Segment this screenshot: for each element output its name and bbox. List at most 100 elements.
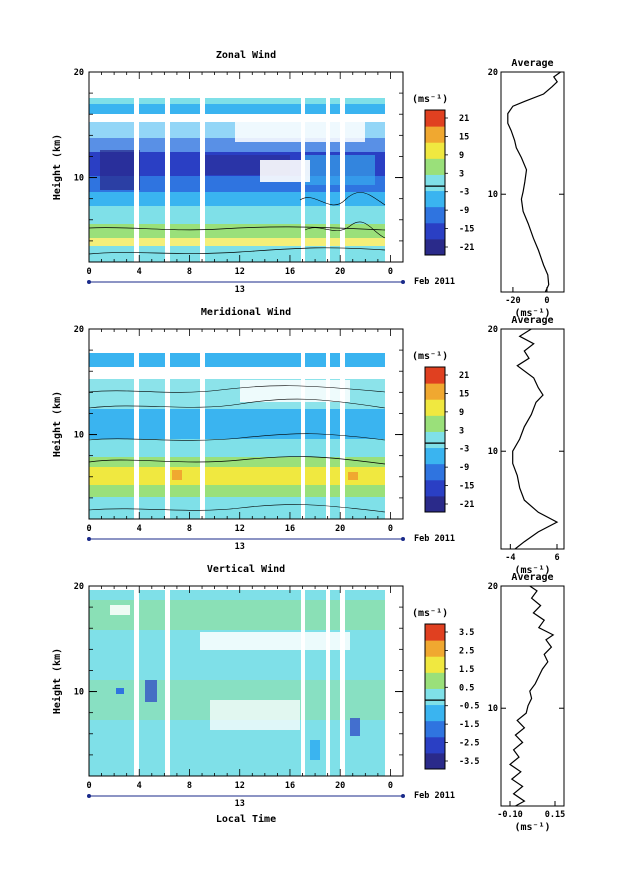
date-day: 13 [235,285,245,295]
date-label: Feb 2011 [414,534,455,544]
x-tick-label: 8 [187,524,192,534]
colorbar-tick-label: -15 [459,225,474,235]
colorbar-segment [425,174,445,192]
date-bar-end [401,537,405,541]
colorbar-segment [425,431,445,449]
x-tick-label: 12 [235,781,245,791]
x-tick-label: 4 [137,781,142,791]
average-x-tick-label: -0.10 [497,810,523,820]
colorbar-segment [425,190,445,208]
colorbar-tick-label: 3 [459,426,464,436]
colorbar-segment [425,447,445,465]
average-x-tick-label: 0 [544,296,549,306]
date-bar-end [401,794,405,798]
y-tick-label: 20 [74,582,84,592]
y-axis-label: Height (km) [51,648,63,714]
colorbar-unit: (ms⁻¹) [412,608,448,619]
date-bar-end [401,280,405,284]
plot-frame-vertical [88,585,404,777]
colorbar-tick-label: 3 [459,169,464,179]
average-unit: (ms⁻¹) [514,822,550,833]
colorbar-tick-label: -3 [459,188,469,198]
average-line [508,585,555,807]
colorbar-tick-label: -3.5 [459,757,479,767]
x-tick-label: 12 [235,267,245,277]
x-tick-label: 4 [137,524,142,534]
colorbar-segment [425,672,445,689]
x-tick-label: 16 [285,524,295,534]
colorbar-segment [425,688,445,706]
average-unit: (ms⁻¹) [514,308,550,319]
y-axis-label: Height (km) [51,134,63,200]
zonal-field [89,72,403,262]
average-x-tick-label: -4 [505,553,515,563]
average-line [512,328,559,550]
average-title: Average [511,315,553,326]
panel-zonal-wind: Zonal Wind [51,49,565,319]
average-y-tick-label: 20 [488,582,498,592]
colorbar-unit: (ms⁻¹) [412,94,448,105]
colorbar-tick-label: 15 [459,389,469,399]
colorbar-segment [425,206,445,224]
average-y-tick-label: 10 [488,704,498,714]
x-tick-label: 0 [388,267,393,277]
x-tick-label: 16 [285,267,295,277]
colorbar-tick-label: 9 [459,151,464,161]
average-y-tick-label: 20 [488,68,498,78]
x-tick-label: 8 [187,781,192,791]
x-tick-label: 0 [86,267,91,277]
colorbar-tick-label: -9 [459,463,469,473]
average-profile: Average 20 10 -20 0 (ms⁻¹) [488,58,565,319]
y-tick-label: 10 [74,688,84,698]
date-label: Feb 2011 [414,277,455,287]
date-bar-start [87,280,91,284]
x-tick-label: 20 [335,781,345,791]
colorbar-segment [425,142,445,159]
meridional-field [89,329,403,519]
colorbar-tick-label: 15 [459,132,469,142]
x-tick-label: 4 [137,267,142,277]
colorbar-segment [425,624,445,641]
date-bar-start [87,537,91,541]
average-unit: (ms⁻¹) [514,565,550,576]
colorbar-tick-label: -15 [459,482,474,492]
average-y-tick-label: 10 [488,447,498,457]
average-line [507,71,561,293]
x-tick-label: 0 [86,524,91,534]
colorbar-tick-label: -0.5 [459,702,479,712]
colorbar-segment [425,704,445,722]
colorbar-segment [425,110,445,127]
colorbar-frame [424,109,446,256]
average-profile: Average 20 10 -4 6 (ms⁻¹) [488,315,565,576]
average-title: Average [511,58,553,69]
panel-title-zonal: Zonal Wind [216,49,276,61]
colorbar-segment [425,495,445,513]
y-tick-label: 10 [74,431,84,441]
x-tick-label: 0 [86,781,91,791]
y-tick-label: 20 [74,325,84,335]
colorbar-segment [425,415,445,432]
average-y-tick-label: 10 [488,190,498,200]
x-tick-label: 12 [235,524,245,534]
plot-frame-meridional [88,328,404,520]
x-axis-label: Local Time [216,813,276,825]
plot-frame-zonal [88,71,404,263]
colorbar-segment [425,736,445,754]
colorbar-segment [425,238,445,256]
average-y-tick-label: 20 [488,325,498,335]
x-tick-label: 8 [187,267,192,277]
colorbar-tick-label: 1.5 [459,665,474,675]
vertical-field [89,586,403,776]
colorbar-tick-label: 0.5 [459,683,474,693]
average-title: Average [511,572,553,583]
colorbar-segment [425,222,445,240]
average-frame [500,585,565,807]
date-day: 13 [235,542,245,552]
x-tick-label: 16 [285,781,295,791]
colorbar-tick-label: 2.5 [459,646,474,656]
x-tick-label: 20 [335,524,345,534]
x-tick-label: 0 [388,524,393,534]
average-x-tick-label: -20 [505,296,520,306]
colorbar-segment [425,463,445,481]
